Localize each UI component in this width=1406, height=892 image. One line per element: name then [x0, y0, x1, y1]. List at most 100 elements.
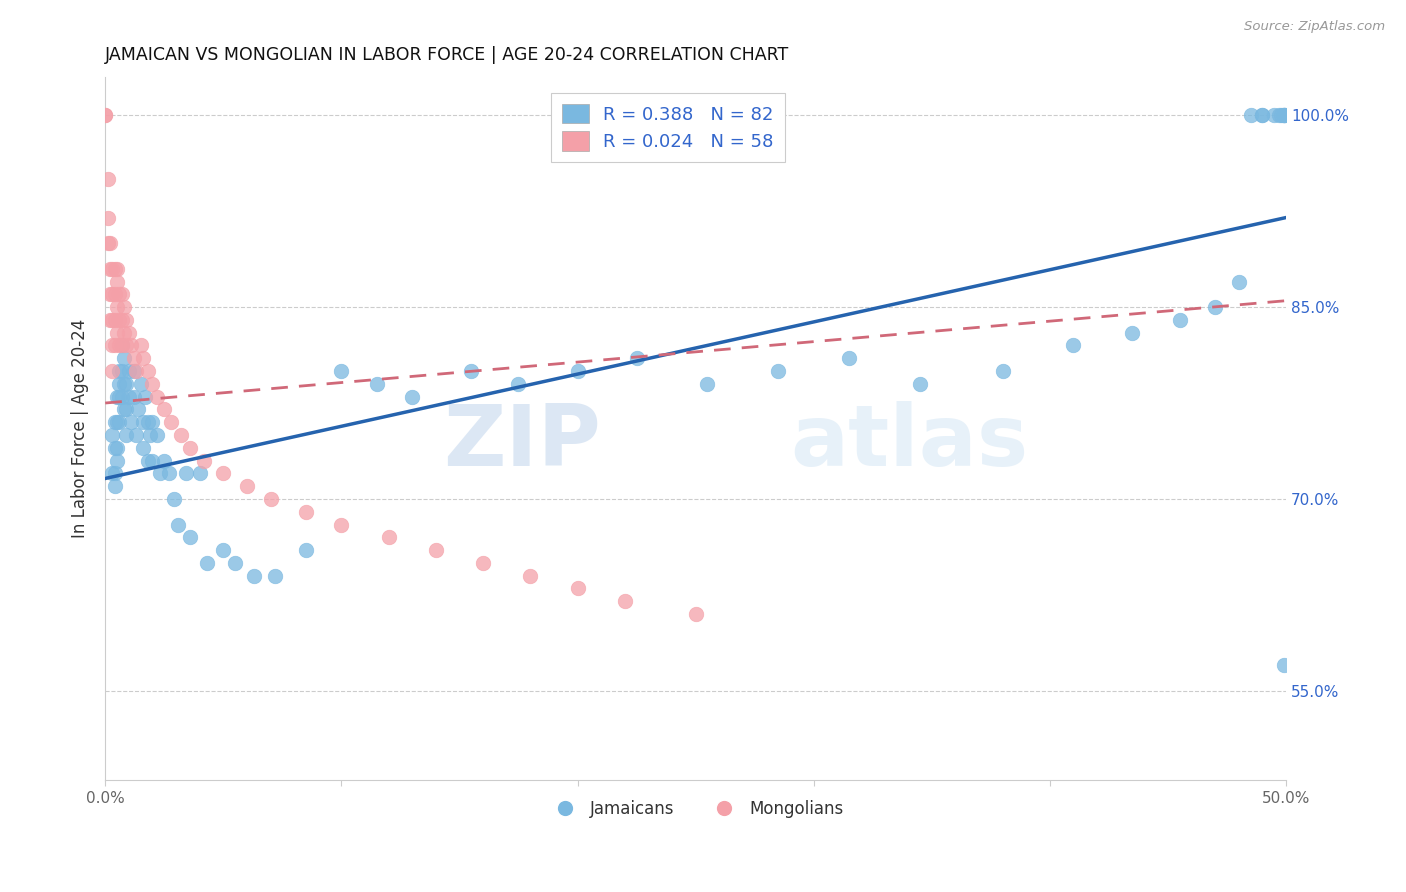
Point [567, 582, 589, 596]
Point [101, 467, 124, 481]
Point [118, 364, 141, 378]
Point [132, 351, 155, 366]
Point [236, 479, 259, 493]
Point [460, 364, 482, 378]
Point [685, 607, 707, 621]
Point [108, 376, 131, 391]
Point [163, 491, 186, 506]
Point [193, 453, 215, 467]
Point [146, 428, 169, 442]
Point [111, 390, 134, 404]
Point [212, 543, 235, 558]
Point [112, 402, 135, 417]
Point [1251, 108, 1274, 122]
Point [567, 364, 589, 378]
Point [134, 390, 156, 404]
Point [1272, 108, 1295, 122]
Point [101, 428, 124, 442]
Point [111, 338, 134, 352]
Point [108, 313, 131, 327]
Point [105, 390, 128, 404]
Point [136, 453, 159, 467]
Point [157, 467, 180, 481]
Point [108, 415, 131, 429]
Point [160, 415, 183, 429]
Point [127, 402, 149, 417]
Point [425, 543, 447, 558]
Point [330, 364, 353, 378]
Point [111, 313, 134, 327]
Point [1251, 108, 1274, 122]
Point [105, 326, 128, 340]
Point [111, 364, 134, 378]
Point [101, 261, 124, 276]
Point [105, 453, 128, 467]
Point [139, 428, 162, 442]
Point [141, 453, 163, 467]
Point [122, 351, 145, 366]
Point [174, 467, 197, 481]
Point [122, 390, 145, 404]
Point [132, 441, 155, 455]
Point [112, 376, 135, 391]
Point [115, 428, 138, 442]
Point [259, 491, 281, 506]
Point [97, 211, 120, 225]
Point [1272, 108, 1295, 122]
Point [120, 415, 142, 429]
Text: atlas: atlas [790, 401, 1028, 484]
Point [104, 467, 127, 481]
Point [112, 300, 135, 314]
Point [98, 313, 121, 327]
Point [264, 568, 287, 582]
Point [112, 351, 135, 366]
Point [295, 505, 318, 519]
Point [179, 530, 201, 544]
Point [105, 300, 128, 314]
Point [188, 467, 211, 481]
Point [1227, 275, 1250, 289]
Text: ZIP: ZIP [443, 401, 602, 484]
Point [377, 530, 399, 544]
Point [1062, 338, 1084, 352]
Point [1121, 326, 1143, 340]
Point [104, 415, 127, 429]
Point [170, 428, 193, 442]
Point [153, 453, 176, 467]
Y-axis label: In Labor Force | Age 20-24: In Labor Force | Age 20-24 [72, 319, 89, 538]
Text: Source: ZipAtlas.com: Source: ZipAtlas.com [1244, 20, 1385, 33]
Point [136, 415, 159, 429]
Point [125, 428, 148, 442]
Point [98, 287, 121, 301]
Point [98, 261, 121, 276]
Point [179, 441, 201, 455]
Point [195, 556, 218, 570]
Point [118, 390, 141, 404]
Point [1168, 313, 1191, 327]
Point [112, 326, 135, 340]
Point [129, 338, 152, 352]
Point [129, 376, 152, 391]
Point [101, 364, 124, 378]
Point [991, 364, 1014, 378]
Point [838, 351, 860, 366]
Point [136, 364, 159, 378]
Point [104, 313, 127, 327]
Point [125, 364, 148, 378]
Point [111, 287, 134, 301]
Legend: Jamaicans, Mongolians: Jamaicans, Mongolians [541, 793, 851, 825]
Point [472, 556, 495, 570]
Point [626, 351, 648, 366]
Point [1204, 300, 1226, 314]
Point [508, 376, 530, 391]
Point [908, 376, 931, 391]
Point [101, 313, 124, 327]
Point [1263, 108, 1285, 122]
Point [111, 338, 134, 352]
Point [108, 287, 131, 301]
Point [1272, 108, 1295, 122]
Point [366, 376, 388, 391]
Point [120, 338, 142, 352]
Point [146, 390, 169, 404]
Point [1239, 108, 1261, 122]
